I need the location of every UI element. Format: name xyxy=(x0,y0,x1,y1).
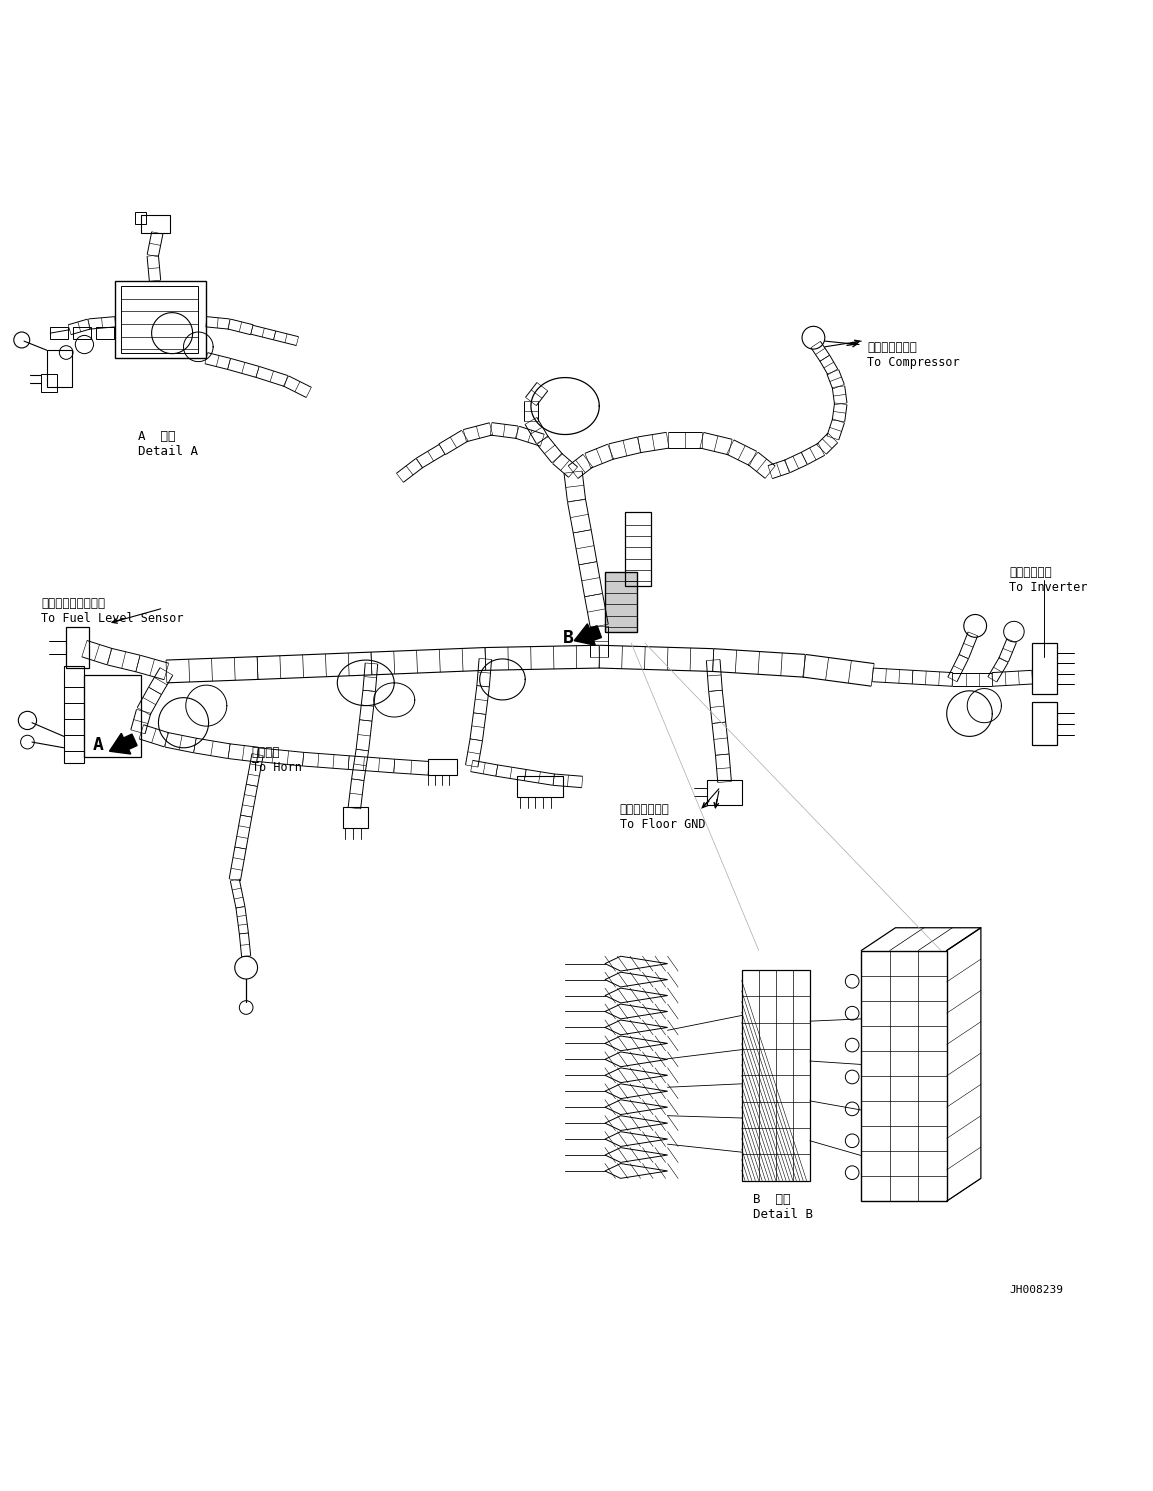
Text: B  詳細
Detail B: B 詳細 Detail B xyxy=(753,1193,813,1221)
Bar xyxy=(1032,643,1057,695)
Bar xyxy=(861,951,947,1202)
Bar xyxy=(66,628,89,668)
Bar xyxy=(42,374,56,392)
Bar xyxy=(135,212,146,224)
Text: B: B xyxy=(563,629,574,647)
Text: JH008239: JH008239 xyxy=(1009,1285,1063,1296)
Bar xyxy=(73,328,91,338)
Bar xyxy=(84,675,142,757)
Text: インバータへ
To Inverter: インバータへ To Inverter xyxy=(1009,567,1087,595)
Text: コンプレッサへ
To Compressor: コンプレッサへ To Compressor xyxy=(867,341,959,368)
Bar xyxy=(741,971,811,1181)
FancyArrow shape xyxy=(574,623,602,646)
Text: A  詳細
Detail A: A 詳細 Detail A xyxy=(138,429,198,458)
FancyArrow shape xyxy=(110,734,137,754)
Text: 燃料レベルセンサへ
To Fuel Level Sensor: 燃料レベルセンサへ To Fuel Level Sensor xyxy=(42,596,183,625)
Bar xyxy=(518,777,563,796)
Bar xyxy=(342,807,368,828)
Bar xyxy=(1032,702,1057,746)
Bar xyxy=(625,511,650,586)
Bar xyxy=(121,286,198,352)
Bar xyxy=(708,780,741,805)
Bar xyxy=(142,215,169,233)
Bar xyxy=(47,350,71,386)
Bar xyxy=(96,328,114,338)
Text: フロアアースへ
To Floor GND: フロアアースへ To Floor GND xyxy=(620,804,706,832)
Bar xyxy=(115,280,206,358)
Bar xyxy=(63,666,84,762)
Bar xyxy=(51,328,68,338)
Text: A: A xyxy=(92,737,104,754)
Bar xyxy=(429,759,457,775)
Bar xyxy=(605,573,636,632)
Text: ホーンへ
To Horn: ホーンへ To Horn xyxy=(251,747,302,774)
